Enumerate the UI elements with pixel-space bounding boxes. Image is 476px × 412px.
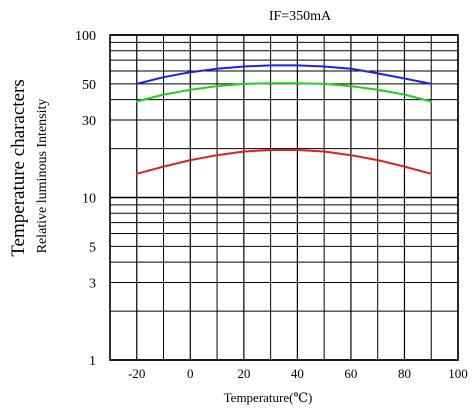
y-tick-label: 5 xyxy=(89,240,96,255)
x-tick-label: -20 xyxy=(128,366,145,381)
series-line-2 xyxy=(135,82,433,103)
y-tick-label: 30 xyxy=(82,114,96,129)
y-tick-label: 1 xyxy=(89,354,96,369)
x-tick-label: 100 xyxy=(448,366,468,381)
y-axis-label-secondary: Relative luminous Intensity xyxy=(35,99,50,254)
y-tick-label: 3 xyxy=(89,276,96,291)
y-tick-label: 100 xyxy=(75,29,96,44)
tick-labels: -20 0 20 40 60 80 100 1 3 5 10 30 50 100 xyxy=(75,29,468,381)
x-tick-label: 40 xyxy=(291,366,304,381)
series-layer xyxy=(135,64,433,175)
x-tick-label: 60 xyxy=(344,366,357,381)
x-tick-label: 20 xyxy=(237,366,250,381)
grid xyxy=(109,34,459,361)
series-line-3 xyxy=(135,149,433,175)
x-axis-label: Temperature(℃) xyxy=(224,390,313,405)
series-line-1 xyxy=(135,64,433,85)
y-axis-label: Temperature characters xyxy=(8,79,29,256)
plot-border xyxy=(109,34,459,361)
x-tick-label: 0 xyxy=(187,366,194,381)
chart-title: IF=350mA xyxy=(269,9,332,24)
y-tick-label: 10 xyxy=(82,192,96,207)
x-tick-label: 80 xyxy=(398,366,411,381)
y-tick-label: 50 xyxy=(82,78,96,93)
